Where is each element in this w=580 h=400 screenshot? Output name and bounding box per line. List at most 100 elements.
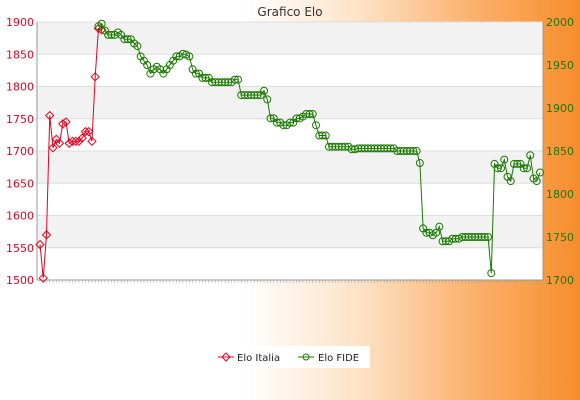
point-fide — [474, 233, 483, 241]
point-fide — [393, 147, 402, 155]
point-fide — [432, 228, 441, 237]
point-italia — [87, 136, 97, 147]
point-fide — [477, 233, 486, 241]
point-fide — [217, 78, 226, 87]
y-tick-label-left: 1600 — [6, 210, 34, 223]
point-fide — [321, 131, 330, 140]
point-italia — [35, 239, 45, 250]
y-tick-label-right: 1900 — [546, 102, 574, 115]
point-fide — [191, 69, 200, 78]
point-fide — [523, 164, 532, 173]
point-fide — [318, 131, 327, 140]
point-fide — [354, 144, 363, 153]
grid-band — [37, 215, 543, 248]
point-fide — [208, 78, 217, 87]
point-italia — [71, 136, 81, 147]
point-fide — [250, 91, 259, 100]
y-tick-label-left: 1800 — [6, 81, 34, 94]
point-fide — [464, 233, 473, 241]
point-fide — [302, 110, 311, 119]
point-fide — [480, 233, 489, 241]
point-fide — [143, 61, 152, 69]
point-italia — [38, 273, 48, 283]
point-fide — [211, 78, 220, 87]
point-fide — [532, 177, 541, 186]
point-italia — [77, 133, 87, 143]
point-fide — [409, 147, 418, 155]
point-fide — [234, 75, 243, 84]
grid-band — [37, 151, 543, 184]
y-tick-label-right: 2000 — [546, 16, 574, 29]
point-fide — [510, 159, 519, 168]
point-italia — [90, 72, 100, 82]
point-fide — [266, 114, 275, 123]
point-fide — [198, 73, 207, 82]
point-fide — [471, 233, 480, 241]
point-fide — [360, 144, 369, 153]
point-fide — [337, 142, 346, 151]
point-fide — [461, 233, 470, 241]
point-fide — [383, 144, 392, 153]
point-fide — [506, 177, 515, 186]
point-fide — [328, 142, 337, 151]
point-italia — [74, 136, 84, 147]
point-italia — [54, 138, 65, 148]
point-fide — [133, 42, 142, 51]
point-fide — [247, 91, 256, 100]
y-tick-label-right: 1750 — [546, 231, 574, 244]
point-fide — [376, 144, 385, 153]
legend-box — [212, 346, 370, 368]
point-fide — [435, 222, 444, 231]
y-tick-label-left: 1750 — [6, 113, 34, 126]
point-fide — [367, 144, 376, 153]
point-fide — [370, 144, 379, 153]
point-fide — [305, 110, 314, 119]
point-fide — [487, 269, 496, 278]
point-fide — [230, 75, 239, 84]
point-fide — [104, 30, 113, 39]
point-fide — [458, 233, 467, 241]
point-fide — [513, 159, 522, 168]
legend-label-italia: Elo Italia — [237, 353, 280, 364]
point-fide — [412, 147, 421, 155]
point-fide — [308, 110, 317, 119]
y-tick-label-left: 1500 — [6, 274, 34, 287]
grid-band — [37, 86, 543, 119]
point-fide — [243, 91, 252, 100]
point-fide — [402, 147, 411, 155]
point-fide — [286, 118, 294, 127]
point-fide — [406, 147, 415, 155]
point-fide — [484, 233, 493, 241]
point-fide — [240, 91, 249, 100]
point-fide — [260, 86, 269, 95]
y-tick-label-left: 1700 — [6, 145, 34, 158]
point-fide — [380, 144, 389, 153]
legend: Elo Italia Elo FIDE — [212, 346, 370, 368]
point-fide — [363, 144, 372, 153]
point-fide — [221, 78, 230, 87]
point-fide — [253, 91, 262, 100]
point-italia — [41, 230, 52, 240]
point-fide — [324, 142, 333, 151]
series-line-0 — [39, 27, 102, 279]
y-tick-label-left: 1900 — [6, 16, 34, 29]
point-italia — [61, 117, 71, 127]
point-fide — [396, 147, 405, 155]
chart-title: Grafico Elo — [257, 5, 322, 19]
point-fide — [214, 78, 223, 87]
point-fide — [315, 131, 324, 140]
point-italia — [67, 136, 78, 147]
point-fide — [237, 91, 246, 100]
point-fide — [536, 168, 544, 177]
point-fide — [415, 159, 424, 168]
legend-marker-fide — [302, 353, 310, 361]
point-italia — [83, 126, 94, 137]
point-fide — [448, 234, 457, 243]
point-fide — [493, 164, 502, 173]
point-fide — [467, 233, 476, 241]
point-fide — [519, 164, 528, 173]
point-italia — [48, 143, 58, 153]
point-fide — [311, 121, 320, 130]
